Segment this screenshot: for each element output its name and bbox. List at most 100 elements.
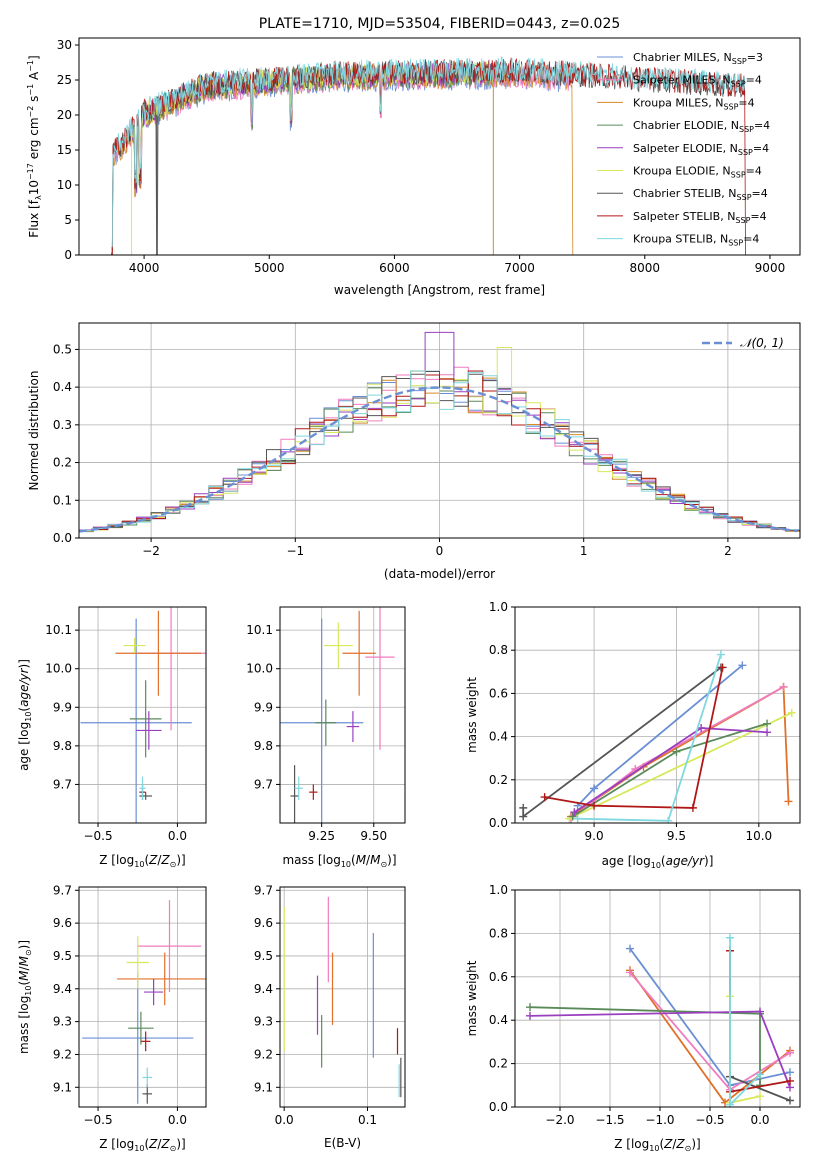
weight-marker [784, 797, 793, 806]
gaussian-curve [79, 386, 798, 533]
x-tick-label: −0.5 [695, 1113, 724, 1127]
x-tick-label: −1.5 [595, 1113, 624, 1127]
legend-entry: Chabrier MILES, NSSP=3 [633, 51, 763, 66]
y-tick-label: 9.6 [53, 916, 72, 930]
weight-marker [672, 747, 681, 756]
x-tick-label: 2 [724, 544, 732, 558]
weight-marker [718, 663, 727, 672]
x-tick-label: 0.0 [750, 1113, 769, 1127]
weight-line [576, 664, 743, 807]
axes-ebv-mass: 0.0 0.1 9.1 9.2 9.3 9.4 9.5 9.6 9.7 E(B-V) [254, 883, 406, 1150]
y-tick-label: 0.4 [489, 1013, 508, 1027]
weight-marker [756, 1092, 764, 1101]
x-tick-label: 0.0 [275, 1113, 294, 1127]
y-tick-label: 0 [64, 248, 72, 262]
weight-marker [756, 1007, 764, 1016]
x-tick-label: 9.50 [360, 829, 387, 843]
weight-marker [786, 1096, 794, 1105]
weight-marker [590, 801, 599, 810]
weight-marker [738, 661, 747, 670]
x-tick-label: −1 [286, 544, 304, 558]
y-tick-label: 0.0 [489, 816, 508, 830]
weight-marker [519, 803, 528, 812]
weight-marker [763, 719, 772, 728]
y-tick-label: 10.0 [246, 662, 273, 676]
x-tick-label: 6000 [379, 261, 410, 275]
histogram-line [79, 331, 800, 531]
x-axis-label: Z [log10(Z/Z⊙)] [99, 853, 185, 869]
y-tick-label: 0.8 [489, 926, 508, 940]
x-tick-label: 1 [580, 544, 588, 558]
y-axis-label: mass [log10(M/M⊙)] [17, 940, 33, 1054]
y-tick-label: 9.1 [53, 1080, 72, 1094]
plot-area [280, 607, 395, 823]
y-tick-label: 9.7 [254, 777, 273, 791]
y-tick-label: 9.4 [254, 982, 273, 996]
y-tick-label: 9.9 [53, 700, 72, 714]
y-tick-label: 0.2 [53, 456, 72, 470]
plot-area [519, 650, 796, 823]
legend-entry: Kroupa ELODIE, NSSP=4 [633, 165, 762, 180]
x-tick-label: −2 [142, 544, 160, 558]
y-axis-label: mass weight [465, 677, 479, 753]
x-tick-label: 0.0 [168, 1113, 187, 1127]
histogram-line [79, 370, 800, 532]
plot-area [79, 331, 800, 533]
weight-marker [570, 808, 579, 817]
x-tick-label: −0.5 [83, 829, 112, 843]
x-tick-label: −2.0 [545, 1113, 574, 1127]
weight-marker [786, 1076, 794, 1085]
axes-age-weight: 9.0 9.5 10.0 0.0 0.2 0.4 0.6 0.8 1.0 mass weight a… [465, 600, 801, 870]
y-tick-label: 0.4 [53, 380, 72, 394]
weight-marker [540, 793, 549, 802]
x-tick-label: 9.25 [308, 829, 335, 843]
y-tick-label: 5 [64, 213, 72, 227]
y-tick-label: 0.0 [489, 1100, 508, 1114]
weight-line [529, 1006, 761, 1086]
weight-marker [526, 1003, 534, 1012]
y-tick-label: 9.5 [254, 949, 273, 963]
histogram-line [79, 371, 800, 532]
x-tick-label: 0.0 [168, 829, 187, 843]
weight-marker [568, 812, 577, 821]
weight-marker [786, 1048, 794, 1057]
axes-frame [279, 606, 406, 824]
weight-marker [756, 1070, 764, 1079]
weight-line [569, 711, 793, 820]
y-tick-label: 9.3 [254, 1015, 273, 1029]
x-tick-label: 9.5 [667, 829, 686, 843]
weight-marker [626, 968, 634, 977]
y-tick-label: 0.2 [489, 773, 508, 787]
x-axis-label: Z [log10(Z/Z⊙)] [614, 1137, 700, 1153]
x-tick-label: 10.0 [745, 829, 772, 843]
y-axis-label: Normed distribution [27, 371, 41, 491]
y-tick-label: 30 [57, 38, 72, 52]
x-tick-label: 8000 [630, 261, 661, 275]
x-tick-label: −1.0 [645, 1113, 674, 1127]
weight-marker [626, 944, 634, 953]
axes-mass-age: 9.25 9.50 9.7 9.8 9.9 10.0 10.1 mass [log10(M/M… [246, 606, 406, 869]
y-tick-label: 9.5 [53, 949, 72, 963]
x-axis-label: mass [log10(M/M⊙)] [282, 853, 396, 869]
y-tick-label: 10.1 [45, 623, 72, 637]
y-tick-label: 0.3 [53, 418, 72, 432]
weight-marker [573, 814, 582, 823]
x-tick-label: 0 [436, 544, 444, 558]
legend-entry: Salpeter ELODIE, NSSP=4 [633, 142, 769, 157]
spectrum-line [111, 57, 746, 255]
legend-entry: Kroupa MILES, NSSP=4 [633, 96, 755, 111]
weight-marker [787, 708, 796, 717]
axes-spectrum: 4000 5000 6000 7000 8000 9000 0 5 10 15 20 25 30 PLAT… [26, 16, 801, 297]
y-tick-label: 0.4 [489, 730, 508, 744]
y-tick-label: 0.2 [489, 1057, 508, 1071]
y-tick-label: 10.1 [246, 623, 273, 637]
y-axis-label: mass weight [465, 960, 479, 1036]
plot-area [283, 896, 402, 1098]
x-tick-label: 9.0 [585, 829, 604, 843]
y-tick-label: 10 [57, 178, 72, 192]
plot-area [80, 607, 206, 823]
y-tick-label: 9.7 [254, 883, 273, 897]
weight-marker [716, 650, 725, 659]
weight-marker [519, 812, 528, 821]
